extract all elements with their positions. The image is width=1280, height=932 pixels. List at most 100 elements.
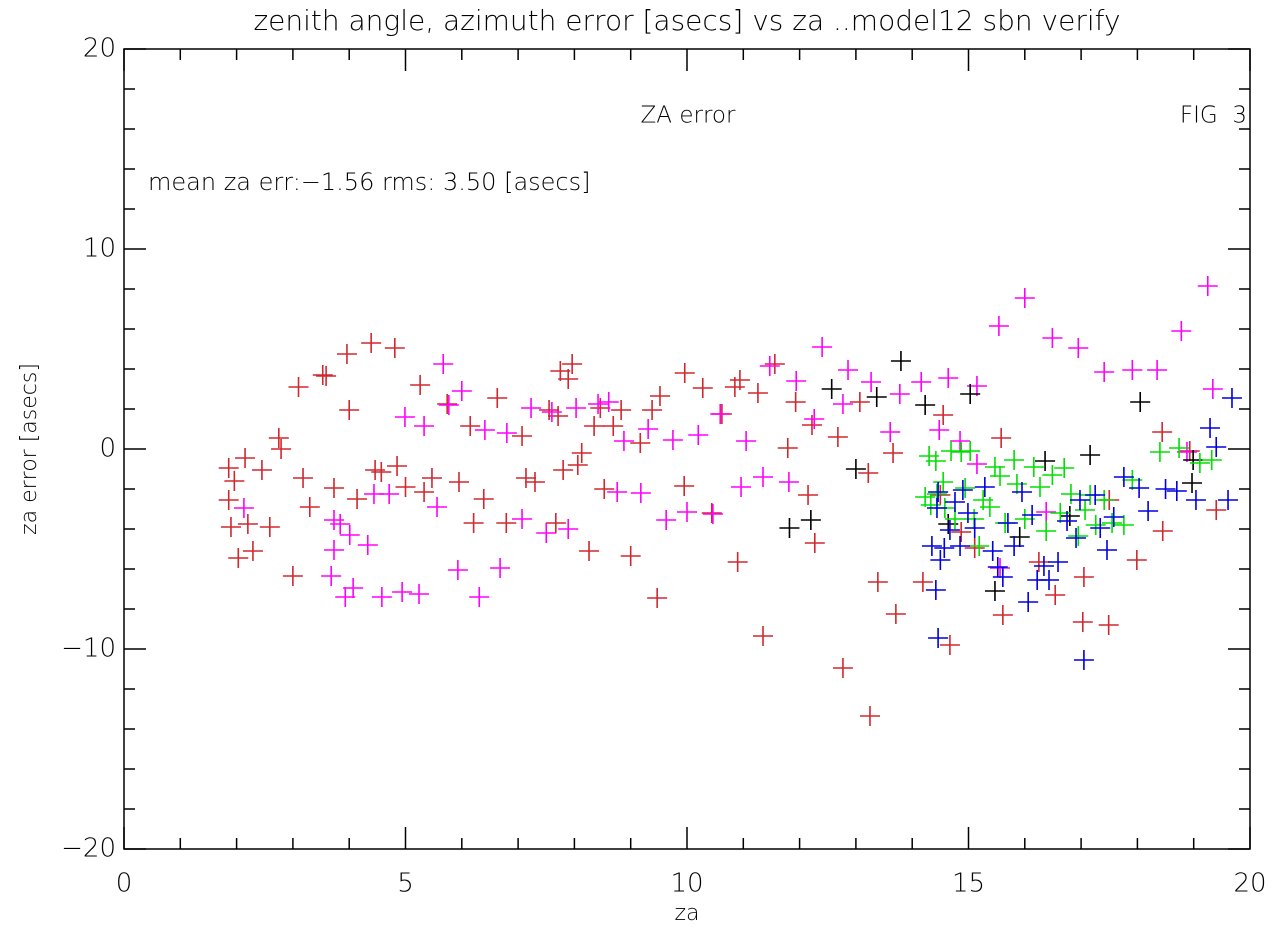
scatter-point	[357, 535, 378, 555]
scatter-point	[579, 541, 600, 561]
scatter-point	[647, 588, 668, 608]
scatter-point	[242, 541, 263, 561]
scatter-point	[1147, 360, 1168, 380]
scatter-point	[1206, 500, 1227, 520]
scatter-point	[1126, 550, 1147, 570]
scatter-point	[1130, 392, 1151, 412]
chart-subtitle: ZA error	[641, 103, 736, 129]
scatter-point	[1152, 422, 1173, 442]
scatter-point	[1221, 388, 1242, 408]
scatter-point	[859, 706, 880, 726]
scatter-point	[1201, 450, 1222, 470]
scatter-point	[562, 354, 583, 374]
scatter-point	[925, 451, 946, 471]
scatter-point	[448, 472, 469, 492]
y-tick-label: −20	[61, 834, 116, 864]
scatter-point	[992, 605, 1013, 625]
scatter-point	[1155, 479, 1176, 499]
x-axis-label: za	[674, 901, 699, 926]
scatter-point	[759, 356, 780, 376]
scatter-point	[674, 476, 695, 496]
scatter-point	[384, 338, 405, 358]
scatter-point	[861, 372, 882, 392]
scatter-point	[321, 566, 342, 586]
scatter-point	[921, 536, 942, 556]
scatter-point	[437, 394, 458, 414]
scatter-point	[992, 567, 1013, 587]
scatter-point	[1033, 556, 1054, 576]
scatter-point	[1094, 362, 1115, 382]
scatter-point	[1048, 552, 1069, 572]
scatter-point	[553, 460, 574, 480]
scatter-point	[928, 628, 949, 648]
scatter-point	[801, 415, 822, 435]
scatter-point	[1152, 521, 1173, 541]
y-tick-label: −10	[61, 634, 116, 664]
scatter-point	[798, 485, 819, 505]
scatter-point	[558, 519, 579, 539]
scatter-point	[915, 487, 936, 507]
scatter-point	[330, 514, 351, 534]
scatter-point	[987, 557, 1008, 577]
scatter-point	[804, 533, 825, 553]
scatter-point	[365, 460, 386, 480]
scatter-point	[1182, 473, 1203, 493]
scatter-point	[933, 405, 954, 425]
scatter-point	[496, 513, 517, 533]
scatter-point	[1166, 481, 1187, 501]
scatter-point	[474, 420, 495, 440]
scatter-point	[316, 366, 337, 386]
scatter-point	[512, 509, 533, 529]
scatter-point	[566, 398, 587, 418]
x-tick-label: 20	[1233, 869, 1266, 899]
scatter-point	[218, 458, 239, 478]
scatter-point	[701, 503, 722, 523]
scatter-point	[567, 455, 588, 475]
scatter-point	[496, 423, 517, 443]
scatter-point	[1030, 477, 1050, 497]
scatter-point	[880, 422, 901, 442]
scatter-point	[736, 431, 757, 451]
scatter-point	[1057, 511, 1078, 531]
scatter-point	[1014, 288, 1035, 308]
scatter-point	[611, 400, 632, 420]
scatter-point	[293, 468, 314, 488]
scatter-point	[1068, 526, 1089, 546]
scatter-point	[885, 604, 906, 624]
scatter-point	[1098, 615, 1119, 635]
scatter-point	[1035, 451, 1056, 471]
scatter-point	[1036, 502, 1057, 522]
scatter-point	[1073, 650, 1094, 670]
scatter-point	[1113, 515, 1134, 535]
scatter-point	[1036, 521, 1057, 541]
scatter-point	[938, 368, 959, 388]
scatter-point	[515, 468, 536, 488]
scatter-point	[1045, 585, 1066, 605]
scatter-point	[1102, 513, 1123, 533]
scatter-point	[747, 383, 768, 403]
scatter-point	[268, 428, 289, 448]
scatter-point	[1042, 465, 1063, 485]
scatter-point	[594, 479, 615, 499]
scatter-point	[984, 581, 1005, 601]
scatter-point	[656, 510, 677, 530]
scatter-point	[933, 472, 954, 492]
scatter-point	[702, 504, 723, 524]
scatter-point	[779, 518, 800, 538]
scatter-point	[1068, 338, 1089, 358]
scatter-point	[1004, 450, 1025, 470]
scatter-point	[969, 536, 990, 556]
scatter-point	[1023, 457, 1044, 477]
scatter-point	[312, 365, 333, 385]
scatter-point	[379, 484, 400, 504]
scatter-point	[642, 400, 663, 420]
scatter-point	[832, 658, 853, 678]
scatter-point	[1039, 570, 1060, 590]
scatter-point	[1018, 592, 1039, 612]
scatter-point	[545, 513, 566, 533]
scatter-point	[939, 520, 960, 540]
scatter-point	[944, 509, 965, 529]
scatter-point	[603, 416, 624, 436]
scatter-point	[1022, 505, 1043, 525]
